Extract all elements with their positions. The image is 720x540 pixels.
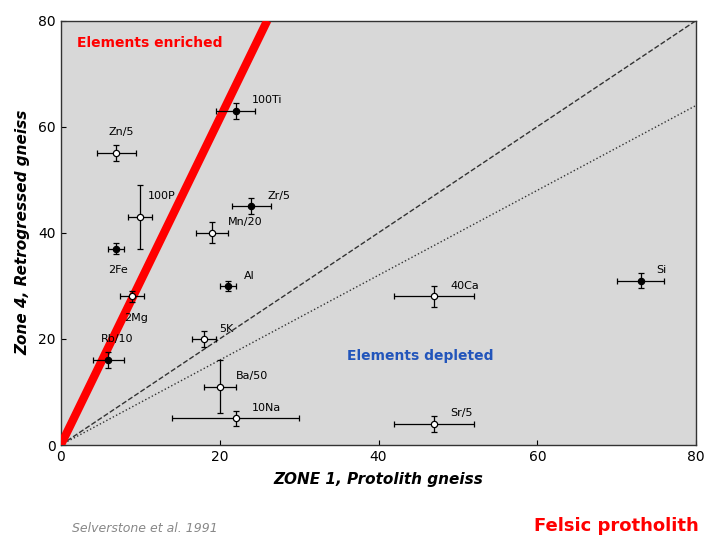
Text: Mn/20: Mn/20 xyxy=(228,218,262,227)
Text: Si: Si xyxy=(657,265,667,275)
Text: Ba/50: Ba/50 xyxy=(235,372,268,381)
Text: 100Ti: 100Ti xyxy=(251,96,282,105)
Text: 5K: 5K xyxy=(220,323,234,334)
Text: 2Fe: 2Fe xyxy=(109,265,128,275)
Text: Zn/5: Zn/5 xyxy=(109,127,134,137)
Text: 2Mg: 2Mg xyxy=(125,313,148,323)
Text: Elements enriched: Elements enriched xyxy=(77,36,222,50)
Text: Al: Al xyxy=(243,271,254,280)
X-axis label: ZONE 1, Protolith gneiss: ZONE 1, Protolith gneiss xyxy=(274,472,483,487)
Text: Felsic protholith: Felsic protholith xyxy=(534,517,698,535)
Text: 40Ca: 40Ca xyxy=(450,281,479,291)
Text: Elements depleted: Elements depleted xyxy=(347,349,493,363)
Text: Sr/5: Sr/5 xyxy=(450,408,472,418)
Text: 10Na: 10Na xyxy=(251,403,281,413)
Text: Selverstone et al. 1991: Selverstone et al. 1991 xyxy=(72,522,217,535)
Text: 100P: 100P xyxy=(148,191,176,201)
Text: Zr/5: Zr/5 xyxy=(267,191,290,201)
Text: Rb/10: Rb/10 xyxy=(101,334,133,344)
Y-axis label: Zone 4, Retrogressed gneiss: Zone 4, Retrogressed gneiss xyxy=(15,110,30,355)
